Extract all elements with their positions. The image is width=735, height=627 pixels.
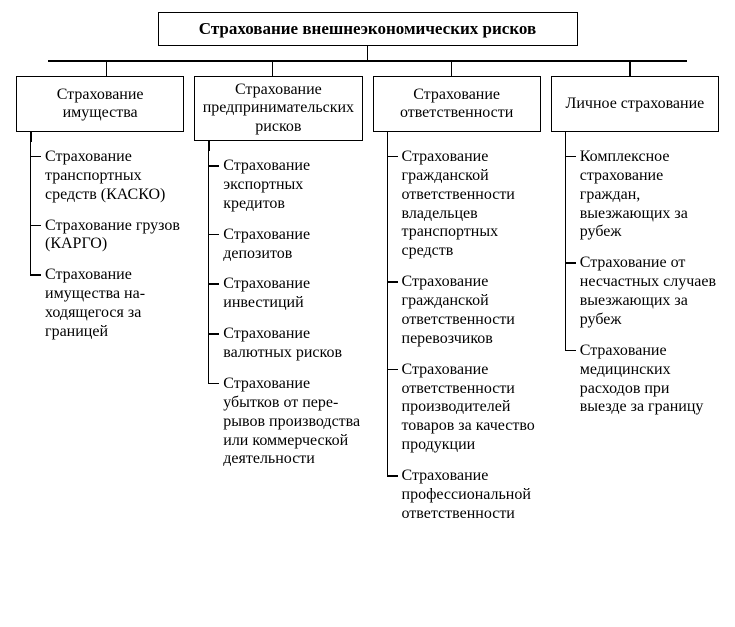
- category-column: Страхование имущества Страхование транспо…: [16, 76, 184, 530]
- list-item: Страхование ответственности производител…: [388, 355, 541, 461]
- category-column: Личное страхование Комплексное страховани…: [551, 76, 719, 530]
- root-title-box: Страхование внешнеэкономических рисков: [158, 12, 578, 46]
- drop-connector: [272, 62, 274, 76]
- list-item: Страхование убытков от пере­рывов произв…: [209, 369, 362, 475]
- list-item-text: Страхование экспортных кредитов: [223, 157, 310, 212]
- list-item: Страхование гражданской ответственности …: [388, 267, 541, 355]
- list-item-text: Страхование имущества на­ходящегося за г…: [45, 266, 145, 340]
- category-title-box: Страхование предпринима­тельских рисков: [194, 76, 362, 141]
- list-item-text: Страхование медицинских расходов при вые…: [580, 342, 704, 416]
- list-item: Страхование имущества на­ходящегося за г…: [31, 260, 184, 348]
- items-list: Страхование экспортных кредитов Страхован…: [208, 151, 362, 475]
- list-item-text: Страхование инвестиций: [223, 275, 310, 311]
- category-title-box: Страхование имущества: [16, 76, 184, 132]
- list-item: Страхование от несчастных случаев выез­ж…: [566, 248, 719, 336]
- list-item: Страхование транспортных средств (КАСКО): [31, 142, 184, 211]
- drop-connector: [106, 62, 108, 76]
- category-column: Страхование предпринима­тельских рисков С…: [194, 76, 362, 530]
- list-item: Страхование экспортных кредитов: [209, 151, 362, 220]
- drop-connector: [629, 62, 631, 76]
- list-item-text: Страхование убытков от пере­рывов произв…: [223, 375, 360, 468]
- category-stem: [30, 132, 32, 142]
- list-item: Страхование грузов (КАРГО): [31, 211, 184, 261]
- category-title: Страхование предпринима­тельских рисков: [201, 81, 355, 136]
- category-stem: [208, 141, 210, 151]
- list-item-text: Комплексное страхование граждан, выезжаю…: [580, 148, 688, 241]
- drop-connector: [451, 62, 453, 76]
- category-title: Страхование имущества: [23, 86, 177, 123]
- list-item-text: Страхование гражданской ответственности …: [402, 273, 515, 347]
- list-item: Страхование медицинских расходов при вые…: [566, 336, 719, 424]
- category-stem: [387, 132, 389, 142]
- list-item-text: Страхование профессиональной ответственн…: [402, 467, 531, 522]
- root-title: Страхование внешнеэкономических рисков: [199, 19, 536, 38]
- list-item-text: Страхование ответственности производител…: [402, 361, 535, 454]
- list-item-text: Страхование валютных рисков: [223, 325, 342, 361]
- list-item-text: Страхование гражданской ответственности …: [402, 148, 515, 259]
- items-list: Страхование гражданской ответственности …: [387, 142, 541, 530]
- items-list: Комплексное страхование граждан, выезжаю…: [565, 142, 719, 423]
- category-stem: [565, 132, 567, 142]
- category-stem-wrap: [16, 132, 184, 142]
- list-item: Страхование депозитов: [209, 220, 362, 270]
- list-item-text: Страхование транспортных средств (КАСКО): [45, 148, 165, 203]
- list-item-text: Страхование депозитов: [223, 226, 310, 262]
- category-column: Страхование ответственности Страхование г…: [373, 76, 541, 530]
- category-stem-wrap: [551, 132, 719, 142]
- list-item: Страхование валютных рисков: [209, 319, 362, 369]
- items-list: Страхование транспортных средств (КАСКО)…: [30, 142, 184, 348]
- list-item: Страхование профессиональной ответственн…: [388, 461, 541, 530]
- category-title-box: Личное страхование: [551, 76, 719, 132]
- list-item: Страхование инвестиций: [209, 269, 362, 319]
- list-item-text: Страхование от несчастных случаев выез­ж…: [580, 254, 716, 328]
- category-title: Страхование ответственности: [380, 86, 534, 123]
- category-title-box: Страхование ответственности: [373, 76, 541, 132]
- category-stem-wrap: [194, 141, 362, 151]
- root-connector-stem: [367, 46, 369, 60]
- drop-connectors: [48, 62, 687, 76]
- list-item-text: Страхование грузов (КАРГО): [45, 217, 180, 253]
- category-stem-wrap: [373, 132, 541, 142]
- columns-container: Страхование имущества Страхование транспо…: [16, 76, 719, 530]
- category-title: Личное страхование: [565, 95, 704, 113]
- list-item: Комплексное страхование граждан, выезжаю…: [566, 142, 719, 248]
- list-item: Страхование гражданской ответственности …: [388, 142, 541, 267]
